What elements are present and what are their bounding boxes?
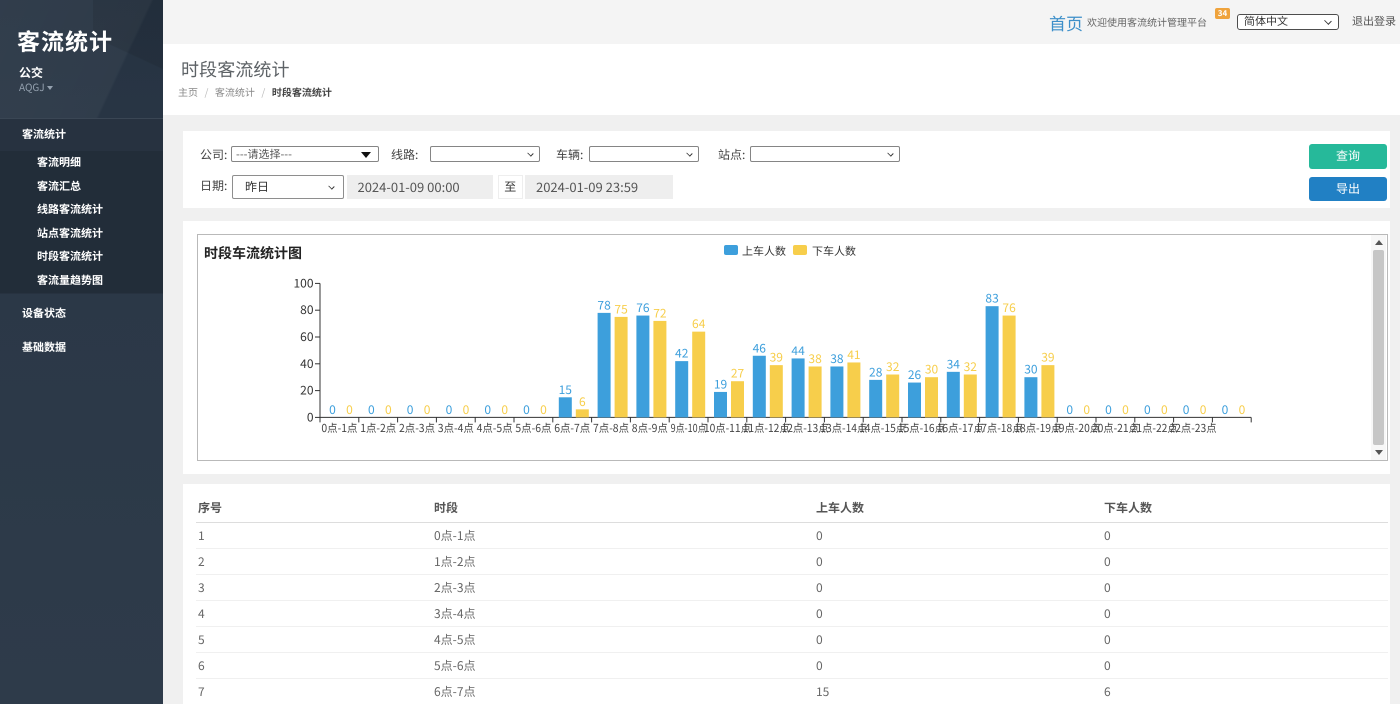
svg-text:10点-11点: 10点-11点 (704, 420, 751, 436)
svg-text:78: 78 (597, 296, 611, 313)
svg-text:0点-1点: 0点-1点 (321, 420, 357, 436)
svg-text:0: 0 (1105, 401, 1112, 418)
svg-text:32: 32 (886, 358, 900, 375)
svg-text:39: 39 (770, 349, 783, 366)
svg-text:0: 0 (1222, 401, 1229, 418)
svg-text:20点-21点: 20点-21点 (1092, 420, 1139, 436)
svg-text:38: 38 (830, 350, 844, 367)
svg-text:21点-22点: 21点-22点 (1131, 420, 1178, 436)
svg-text:32: 32 (964, 358, 978, 375)
svg-text:64: 64 (692, 315, 706, 332)
svg-text:46: 46 (753, 339, 767, 356)
svg-text:0: 0 (1161, 401, 1168, 418)
svg-text:17点-18点: 17点-18点 (976, 420, 1023, 436)
svg-text:14点-15点: 14点-15点 (859, 420, 906, 436)
svg-text:0: 0 (329, 401, 336, 418)
svg-text:9点-10点: 9点-10点 (671, 420, 707, 436)
svg-text:0: 0 (1239, 401, 1246, 418)
svg-text:34: 34 (947, 355, 961, 372)
svg-text:0: 0 (1200, 401, 1207, 418)
svg-text:76: 76 (636, 299, 650, 316)
svg-text:80: 80 (300, 301, 314, 318)
svg-text:12点-13点: 12点-13点 (782, 420, 829, 436)
svg-text:6: 6 (579, 393, 586, 410)
svg-text:1点-2点: 1点-2点 (360, 420, 396, 436)
svg-text:28: 28 (869, 363, 883, 380)
svg-text:19: 19 (714, 375, 727, 392)
svg-text:0: 0 (385, 401, 392, 418)
svg-text:6点-7点: 6点-7点 (554, 420, 590, 436)
svg-text:0: 0 (424, 401, 431, 418)
svg-text:0: 0 (368, 401, 375, 418)
svg-text:8点-9点: 8点-9点 (632, 420, 668, 436)
svg-text:40: 40 (300, 355, 314, 372)
svg-text:27: 27 (731, 365, 745, 382)
svg-text:0: 0 (501, 401, 508, 418)
svg-text:0: 0 (307, 408, 314, 425)
svg-text:3点-4点: 3点-4点 (438, 420, 474, 436)
svg-text:0: 0 (346, 401, 353, 418)
svg-text:76: 76 (1002, 299, 1016, 316)
svg-text:0: 0 (1083, 401, 1090, 418)
svg-text:20: 20 (300, 382, 314, 399)
svg-text:13点-14点: 13点-14点 (820, 420, 867, 436)
svg-text:39: 39 (1041, 349, 1054, 366)
svg-text:19点-20点: 19点-20点 (1053, 420, 1100, 436)
svg-text:0: 0 (446, 401, 453, 418)
svg-text:15点-16点: 15点-16点 (898, 420, 945, 436)
svg-text:0: 0 (1066, 401, 1073, 418)
svg-text:83: 83 (985, 290, 998, 307)
svg-text:30: 30 (925, 361, 939, 378)
svg-text:22点-23点: 22点-23点 (1170, 420, 1217, 436)
svg-text:0: 0 (463, 401, 470, 418)
svg-text:26: 26 (908, 366, 922, 383)
svg-text:0: 0 (540, 401, 547, 418)
svg-text:11点-12点: 11点-12点 (743, 420, 790, 436)
svg-text:0: 0 (407, 401, 414, 418)
svg-text:38: 38 (808, 350, 822, 367)
svg-text:16点-17点: 16点-17点 (937, 420, 984, 436)
svg-text:42: 42 (675, 345, 689, 362)
svg-text:0: 0 (1183, 401, 1190, 418)
svg-text:30: 30 (1024, 361, 1038, 378)
svg-text:60: 60 (300, 328, 314, 345)
svg-text:0: 0 (1122, 401, 1129, 418)
svg-text:72: 72 (653, 304, 667, 321)
svg-text:4点-5点: 4点-5点 (477, 420, 513, 436)
svg-text:0: 0 (1144, 401, 1151, 418)
svg-text:44: 44 (791, 342, 805, 359)
svg-text:100: 100 (294, 274, 314, 291)
svg-text:75: 75 (614, 300, 628, 317)
svg-text:0: 0 (484, 401, 491, 418)
svg-text:0: 0 (523, 401, 530, 418)
svg-text:5点-6点: 5点-6点 (515, 420, 551, 436)
svg-text:2点-3点: 2点-3点 (399, 420, 435, 436)
svg-text:18点-19点: 18点-19点 (1014, 420, 1061, 436)
svg-text:15: 15 (559, 381, 573, 398)
svg-text:41: 41 (847, 346, 860, 363)
svg-text:7点-8点: 7点-8点 (593, 420, 629, 436)
